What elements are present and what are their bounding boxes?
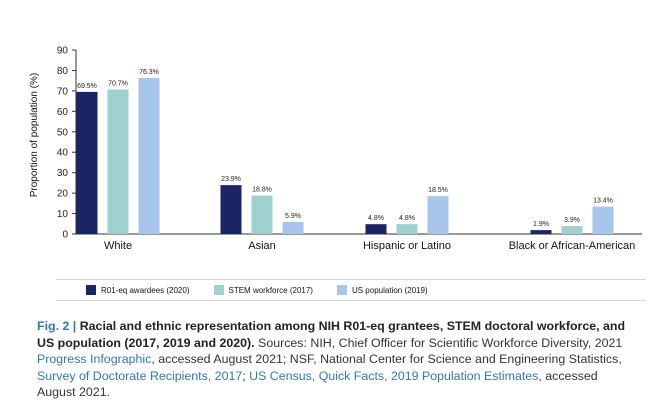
legend-item-r01: R01-eq awardees (2020) xyxy=(86,285,190,295)
data-label: 69.5% xyxy=(77,83,97,90)
y-tick-label: 50 xyxy=(57,127,69,138)
legend: R01-eq awardees (2020) STEM workforce (2… xyxy=(56,279,646,301)
legend-label-r01: R01-eq awardees (2020) xyxy=(101,285,190,295)
caption-title: Racial and ethnic representation among N… xyxy=(37,319,626,350)
bar xyxy=(530,230,552,234)
bar xyxy=(592,206,614,234)
bar xyxy=(220,185,242,234)
y-tick-label: 80 xyxy=(57,66,69,77)
y-axis-label: Proportion of population (%) xyxy=(29,73,40,198)
link-progress-infographic[interactable]: Progress Infographic xyxy=(37,352,152,367)
figure-caption: Fig. 2 | Racial and ethnic representatio… xyxy=(37,318,637,401)
link-us-census[interactable]: US Census, Quick Facts, 2019 Population … xyxy=(249,368,539,383)
category-label: Black or African-American xyxy=(509,240,636,252)
y-tick-label: 30 xyxy=(57,168,69,179)
legend-swatch-us xyxy=(336,285,347,295)
legend-item-us: US population (2019) xyxy=(336,285,428,295)
legend-swatch-stem xyxy=(213,285,224,295)
bar xyxy=(138,78,160,235)
link-survey-doctorate[interactable]: Survey of Doctorate Recipients, 2017 xyxy=(37,368,243,383)
category-label: Hispanic or Latino xyxy=(363,240,451,252)
data-label: 1.9% xyxy=(533,221,549,228)
data-label: 18.5% xyxy=(428,187,448,194)
legend-label-stem: STEM workforce (2017) xyxy=(228,285,313,295)
y-tick-label: 70 xyxy=(57,86,69,97)
data-label: 3.9% xyxy=(564,217,580,224)
bar xyxy=(365,224,387,234)
bar-chart: 0 10 20 30 40 50 60 70 80 90 69.5% 70.7% 76.3% 23.9%… xyxy=(29,46,642,252)
y-tick-label: 90 xyxy=(57,46,69,57)
bar xyxy=(282,221,304,234)
caption-text-2: , accessed August 2021; NSF, National Ce… xyxy=(151,352,622,367)
caption-text-4: , accessed August 2021. xyxy=(37,368,598,400)
data-label: 13.4% xyxy=(593,198,613,205)
category-labels-group: White Asian Hispanic or Latino Black or Afr… xyxy=(104,240,635,252)
bar xyxy=(107,89,129,234)
legend-item-stem: STEM workforce (2017) xyxy=(213,285,313,295)
y-tick-label: 10 xyxy=(57,209,69,220)
y-tick-label: 0 xyxy=(62,230,68,241)
figure-label: Fig. 2 | xyxy=(37,319,77,333)
data-labels-group: 69.5% 70.7% 76.3% 23.9% 18.8% 5.9% 4.8% 4.8% 18.… xyxy=(77,69,613,228)
data-label: 23.9% xyxy=(221,176,241,183)
data-label: 70.7% xyxy=(108,80,128,87)
caption-sources: Sources: NIH, Chief Officer for Scientif… xyxy=(254,335,623,350)
caption-text-3: ; xyxy=(242,368,250,383)
category-label: Asian xyxy=(248,240,276,252)
legend-label-us: US population (2019) xyxy=(351,285,428,295)
bar xyxy=(76,91,98,235)
data-label: 4.8% xyxy=(399,215,415,222)
y-tick-label: 20 xyxy=(57,189,69,200)
y-tick-label: 40 xyxy=(57,148,69,159)
bar xyxy=(561,226,583,234)
data-label: 76.3% xyxy=(139,69,159,76)
legend-swatch-r01 xyxy=(86,285,96,295)
bar xyxy=(251,195,273,234)
data-label: 18.8% xyxy=(252,187,272,194)
category-label: White xyxy=(104,240,132,252)
data-label: 4.8% xyxy=(368,215,384,222)
data-label: 5.9% xyxy=(285,213,301,220)
bar xyxy=(396,224,418,234)
bar xyxy=(427,196,449,234)
bars-group xyxy=(76,78,614,235)
y-tick-label: 60 xyxy=(57,107,69,118)
